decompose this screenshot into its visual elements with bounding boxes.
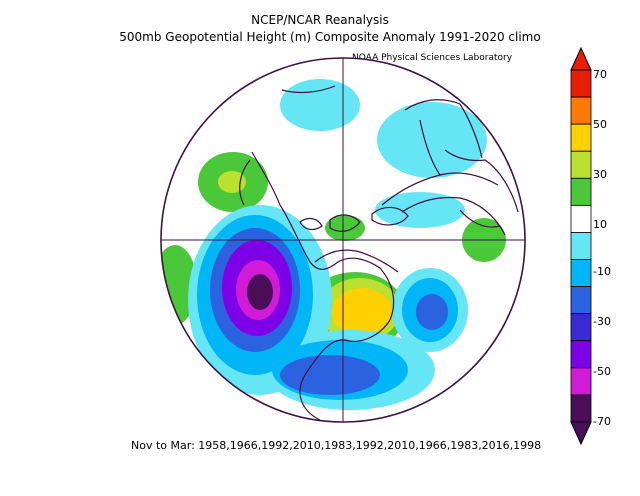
colorbar-cell: [570, 96, 592, 125]
colorbar-label: 10: [593, 218, 607, 231]
colorbar-label: 50: [593, 118, 607, 131]
colorbar-label: 30: [593, 168, 607, 181]
colorbar-cells: [570, 69, 592, 423]
colorbar-cell: [570, 286, 592, 315]
colorbar-label: -50: [593, 365, 611, 378]
colorbar-cell: [570, 123, 592, 152]
colorbar-label: -10: [593, 265, 611, 278]
source-label: NOAA Physical Sciences Laboratory: [352, 53, 513, 63]
negative-anomaly-areas: [188, 79, 487, 410]
colorbar-cell: [570, 394, 592, 423]
colorbar-cell: [570, 177, 592, 206]
colorbar-cell: [570, 204, 592, 233]
map-border: [160, 57, 526, 423]
colorbar-cell: [570, 367, 592, 396]
colorbar-top-arrow: [570, 46, 592, 71]
title-line-1: NCEP/NCAR Reanalysis: [251, 13, 389, 27]
colorbar-cell: [570, 69, 592, 98]
colorbar-bottom-arrow: [570, 421, 592, 446]
colorbar-label: -70: [593, 415, 611, 428]
coastlines: [239, 85, 519, 421]
colorbar-cell: [570, 232, 592, 260]
colorbar-cell: [570, 259, 592, 288]
title-line-2: 500mb Geopotential Height (m) Composite …: [119, 30, 541, 44]
colorbar-cell: [570, 313, 592, 342]
colorbar-cell: [570, 340, 592, 369]
composite-years: Nov to Mar: 1958,1966,1992,2010,1983,199…: [131, 439, 542, 452]
colorbar-label: -30: [593, 315, 611, 328]
colorbar-cell: [570, 150, 592, 179]
colorbar-label: 70: [593, 68, 607, 81]
